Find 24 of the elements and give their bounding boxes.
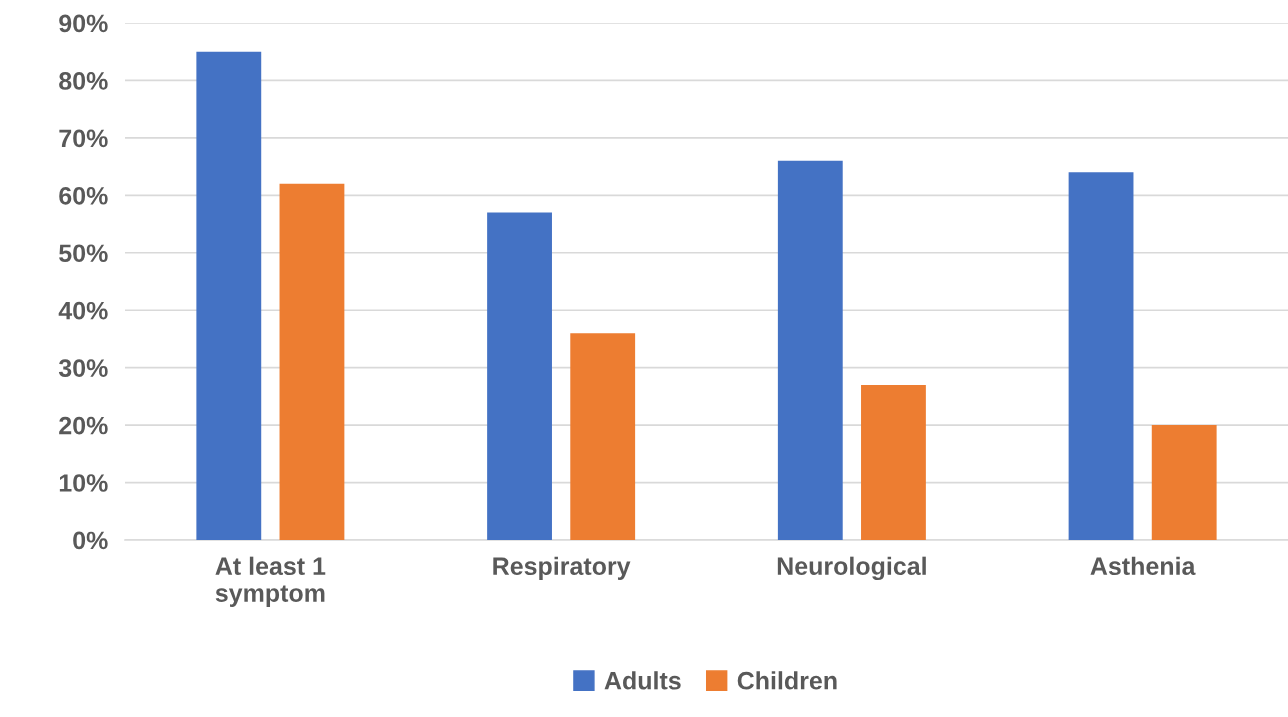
y-tick-label: 80% <box>59 72 108 90</box>
x-tick-label: Asthenia <box>1090 556 1196 576</box>
y-tick-label: 50% <box>59 244 108 263</box>
legend-label: Adults <box>604 671 681 690</box>
bar <box>570 333 636 540</box>
y-tick-label: 70% <box>59 129 108 148</box>
x-tick-label: Respiratory <box>493 556 631 580</box>
bar <box>487 212 552 540</box>
y-tick-label: 0% <box>73 531 108 550</box>
y-tick-label: 10% <box>59 474 108 492</box>
bar <box>1151 425 1217 540</box>
y-tick-label: 30% <box>58 359 108 378</box>
x-tick-label: Neurological <box>777 556 926 581</box>
x-tick-label: At least 1 symptom <box>215 556 326 607</box>
bar <box>279 183 345 540</box>
y-tick-label: 60% <box>59 186 108 205</box>
bar <box>777 160 843 540</box>
bar <box>196 51 262 540</box>
bar <box>1068 172 1134 540</box>
legend-label: Children <box>737 671 837 690</box>
y-tick-label: 90% <box>59 14 108 33</box>
y-tick-label: 40% <box>58 301 108 320</box>
y-tick-label: 20% <box>59 416 108 435</box>
bar <box>861 384 926 540</box>
